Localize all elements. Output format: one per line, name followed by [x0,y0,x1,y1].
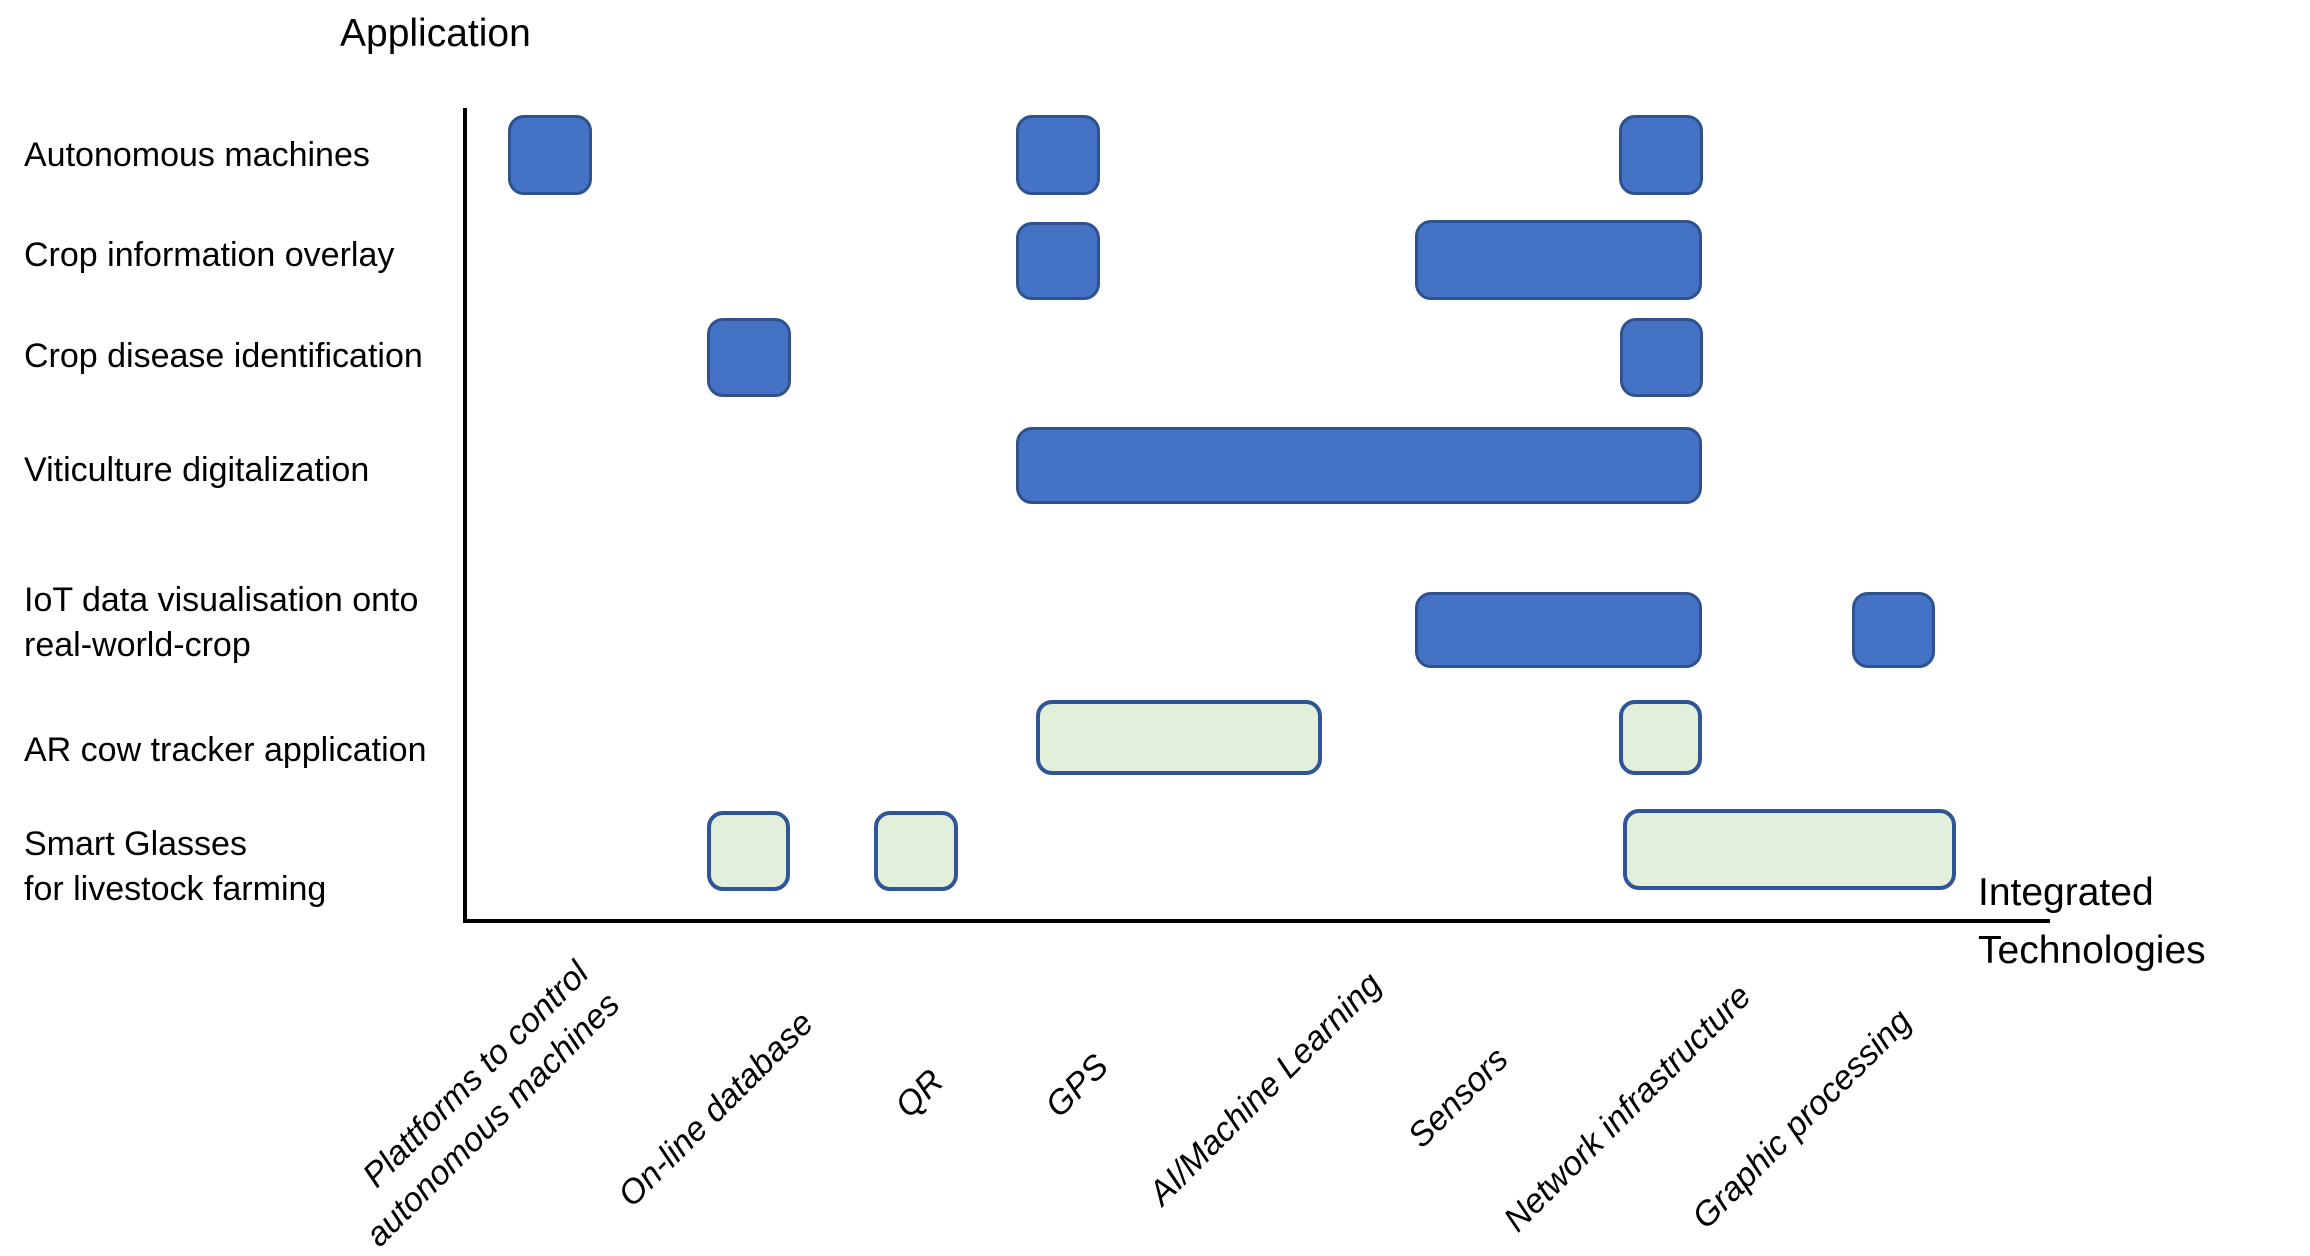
cell-crop-information-overlay-gps [1016,222,1100,300]
cell-viticulture-gps-to-network [1016,427,1702,504]
col-label-gps: GPS [1038,1047,1116,1125]
cell-ar-cow-tracker-network [1619,700,1702,775]
cell-ar-cow-tracker-gps-aiml [1036,700,1322,775]
cell-autonomous-machines-gps [1016,115,1100,195]
row-label-iot-data-visualisation: IoT data visualisation onto real-world-c… [24,581,419,664]
col-label-ai-machine-learning: AI/Machine Learning [1141,965,1389,1213]
row-label-crop-disease-identification: Crop disease identification [24,337,423,375]
cell-autonomous-machines-plattforms [508,115,592,195]
col-label-plattforms: Plattforms to control autonomous machine… [355,954,628,1255]
row-label-viticulture-digitalization: Viticulture digitalization [24,451,370,489]
y-axis-title: Application [340,12,531,55]
y-axis-line [463,108,467,923]
row-label-ar-cow-tracker: AR cow tracker application [24,731,427,769]
cell-smart-glasses-network-graphic [1623,809,1956,890]
row-label-smart-glasses: Smart Glasses for livestock farming [24,825,327,908]
cell-crop-information-overlay-sensors-network [1415,220,1702,300]
row-label-autonomous-machines: Autonomous machines [24,136,370,174]
row-label-crop-information-overlay: Crop information overlay [24,236,395,274]
cell-autonomous-machines-network-infrastructure [1619,115,1703,195]
cell-smart-glasses-online-database [707,811,790,891]
cell-iot-graphic-processing [1852,592,1935,668]
cell-crop-disease-online-database [707,318,791,397]
cell-iot-sensors-network [1415,592,1702,668]
col-label-sensors: Sensors [1400,1040,1516,1156]
x-axis-line [463,919,2050,923]
cell-crop-disease-network-infrastructure [1620,318,1703,397]
x-axis-title: Integrated Technologies [1978,871,2206,972]
cell-smart-glasses-qr [874,811,958,891]
col-label-online-database: On-line database [611,1004,821,1215]
col-label-qr: QR [888,1062,951,1126]
